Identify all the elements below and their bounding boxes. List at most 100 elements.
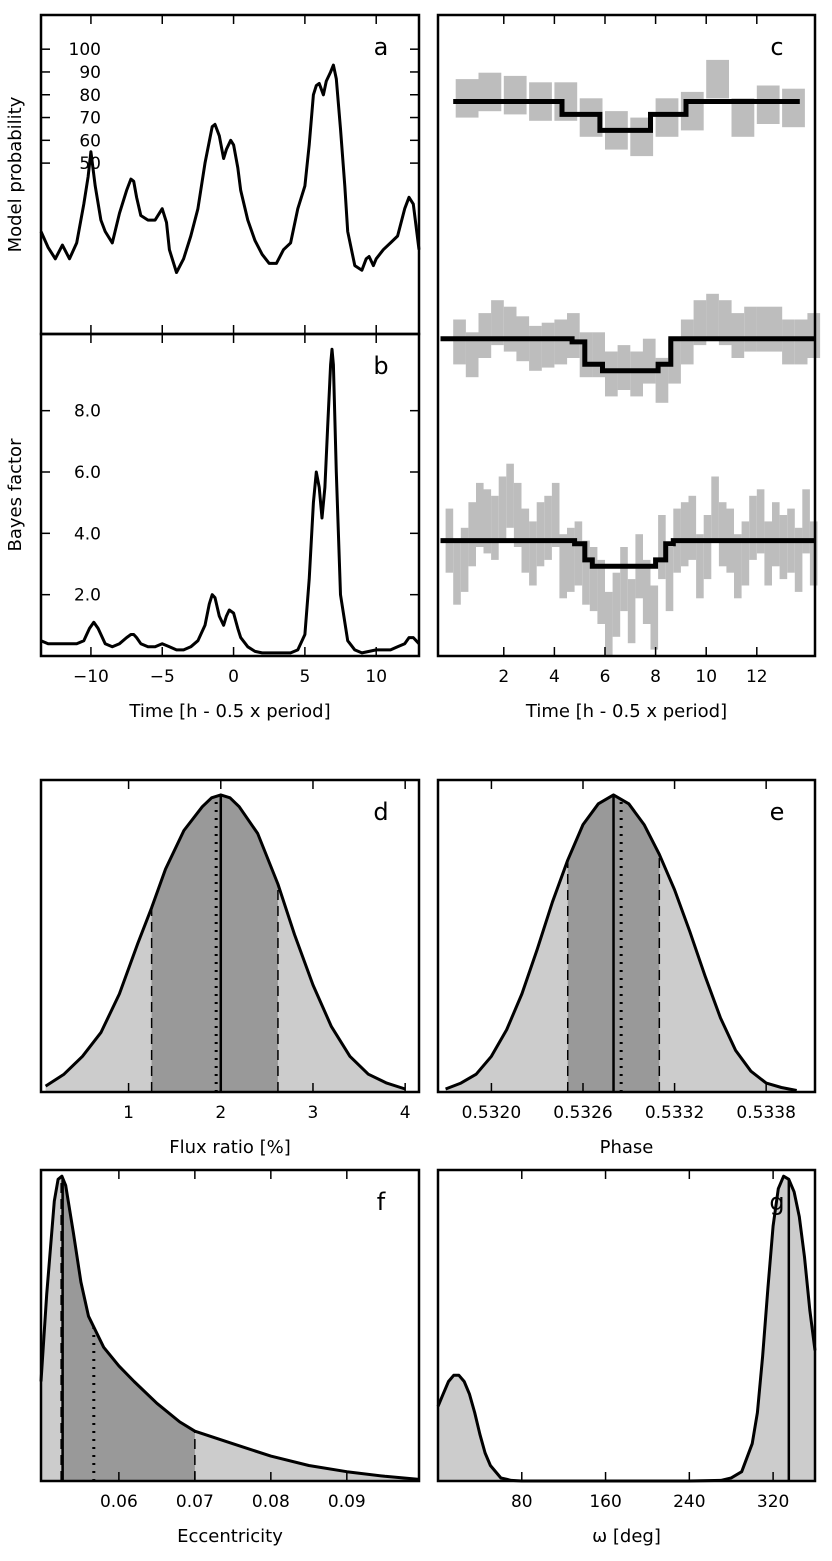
panel-f-xtick-label: 0.08 [252, 1492, 290, 1512]
panel-a-ytick-label: 100 [69, 40, 101, 60]
panel-c-data-bin [782, 88, 805, 128]
panel-b-xtick-label: −10 [73, 667, 109, 687]
panel-c-xtick-label: 12 [746, 667, 768, 687]
panel-b-ytick-label: 6.0 [74, 463, 101, 483]
panel-c-data-bin [491, 300, 504, 346]
panel-c-xtick-label: 6 [600, 667, 611, 687]
panel-a-ytick-label: 80 [79, 86, 101, 106]
panel-e-xtick-label: 0.5338 [736, 1103, 795, 1123]
panel-c-xtick-label: 2 [498, 667, 509, 687]
panel-c-data-bin [506, 463, 514, 528]
panel-a-ytick-label: 60 [79, 131, 101, 151]
panel-e-xtick-label: 0.5332 [645, 1103, 704, 1123]
panel-c-data-bin [655, 98, 679, 137]
panel-c-data-bin [503, 75, 527, 115]
panel-a-ylabel: Model probability [5, 96, 26, 252]
panel-c-data-bin [513, 482, 522, 547]
panel-c-model-line [440, 336, 815, 374]
panel-c-data-bin [764, 521, 772, 586]
panel-d-interval-fill [151, 794, 278, 1092]
panel-g-frame [436, 1168, 817, 1483]
panel-a-ytick-label: 70 [79, 109, 101, 129]
panel-c-frame [436, 13, 817, 658]
panel-c-data-bin [756, 306, 770, 352]
panel-c-data-bin [460, 527, 469, 592]
panel-c-xtick-label: 4 [549, 667, 560, 687]
panel-d-xtick-label: 1 [123, 1103, 134, 1123]
panel-b-label: b [373, 352, 388, 380]
panel-e-xlabel: Phase [600, 1137, 654, 1158]
panel-g-xtick-label: 320 [757, 1492, 789, 1512]
panel-f-xtick-label: 0.06 [100, 1492, 138, 1512]
panel-c-data-bin [744, 306, 757, 352]
panel-c-data-bin [605, 351, 618, 397]
panel-c-data-bin [453, 319, 466, 365]
panel-c-data-bin [612, 572, 621, 637]
panel-c-data-bin [711, 476, 719, 541]
panel-c-data-bin [491, 495, 499, 560]
panel-c-data-bin [693, 300, 707, 346]
panel-c-data-bin [772, 502, 780, 567]
panel-c-data-bin [529, 325, 542, 371]
panel-c-data-bin [696, 534, 704, 599]
panel-d-xtick-label: 2 [215, 1103, 226, 1123]
panel-c-xtick-label: 8 [650, 667, 661, 687]
panel-c-data-bin [731, 313, 745, 358]
panel-c-xtick-label: 10 [695, 667, 717, 687]
panel-a-ytick-label: 90 [79, 63, 101, 83]
panel-b-xlabel: Time [h - 0.5 x period] [128, 701, 330, 722]
panel-c-data-bin [582, 540, 590, 605]
panel-c-model-line [453, 99, 800, 133]
panel-c-data-bin [642, 559, 651, 624]
panel-g-xtick-label: 160 [589, 1492, 621, 1512]
panel-c-data-bin [468, 502, 476, 567]
panel-c-data-bin [741, 521, 750, 586]
panel-c-data-bin [680, 319, 694, 365]
panel-c-model-line [440, 538, 815, 569]
panel-c-data-bin [802, 489, 810, 554]
panel-c-data-bin [503, 306, 517, 352]
panel-c-data-bin [630, 351, 643, 397]
panel-a-series-line [39, 63, 421, 274]
panel-c-data-bin [579, 98, 603, 137]
panel-c-data-bin [476, 482, 484, 547]
panel-b-xtick-label: −5 [150, 667, 175, 687]
panel-c-data-bin [554, 319, 568, 365]
panel-c-data-bin [779, 515, 788, 580]
panel-f-xlabel: Eccentricity [177, 1526, 283, 1547]
panel-g-xlabel: ω [deg] [592, 1526, 661, 1547]
panel-c-data-bin [769, 306, 783, 352]
panel-c-data-bin [734, 534, 742, 599]
panel-b-xtick-label: 5 [299, 667, 310, 687]
panel-c-data-bin [718, 502, 727, 567]
panel-c: 2 4 6 8 10 12 Time [h - 0.5 x period] c [436, 13, 821, 722]
panel-c-data-bin [498, 476, 507, 541]
panel-c-data-bin [465, 332, 479, 378]
panel-c-data-bin [731, 98, 755, 137]
panel-c-data-bin [688, 495, 697, 560]
panel-c-data-bin [665, 547, 674, 612]
panel-c-data-bin [478, 313, 492, 358]
panel-e-pdf-line [445, 793, 797, 1092]
panel-c-data-bin [650, 585, 659, 650]
panel-f-pdf-line [39, 1174, 420, 1481]
panel-f-interval-fill [61, 1176, 195, 1481]
panel-b-xtick-label: 10 [365, 667, 387, 687]
panel-g: 80 160 240 320 ω [deg] g [436, 1168, 817, 1547]
panel-c-data-bin [703, 515, 712, 580]
panel-c-data-bin [809, 521, 818, 586]
panel-c-data-bin [597, 559, 605, 624]
panel-d-label: d [373, 798, 388, 826]
panel-c-data-bin [605, 591, 613, 656]
panel-c-data-bin [620, 547, 628, 612]
panel-c-data-bin [658, 515, 666, 580]
panel-c-data-bin [589, 547, 598, 612]
panel-d-xlabel: Flux ratio [%] [169, 1137, 291, 1158]
panel-g-label: g [769, 1188, 784, 1216]
panel-c-data-bin [567, 527, 575, 592]
panel-d-frame [39, 778, 421, 1094]
panel-b-xtick-label: 0 [228, 667, 239, 687]
panel-f-label: f [377, 1188, 386, 1216]
